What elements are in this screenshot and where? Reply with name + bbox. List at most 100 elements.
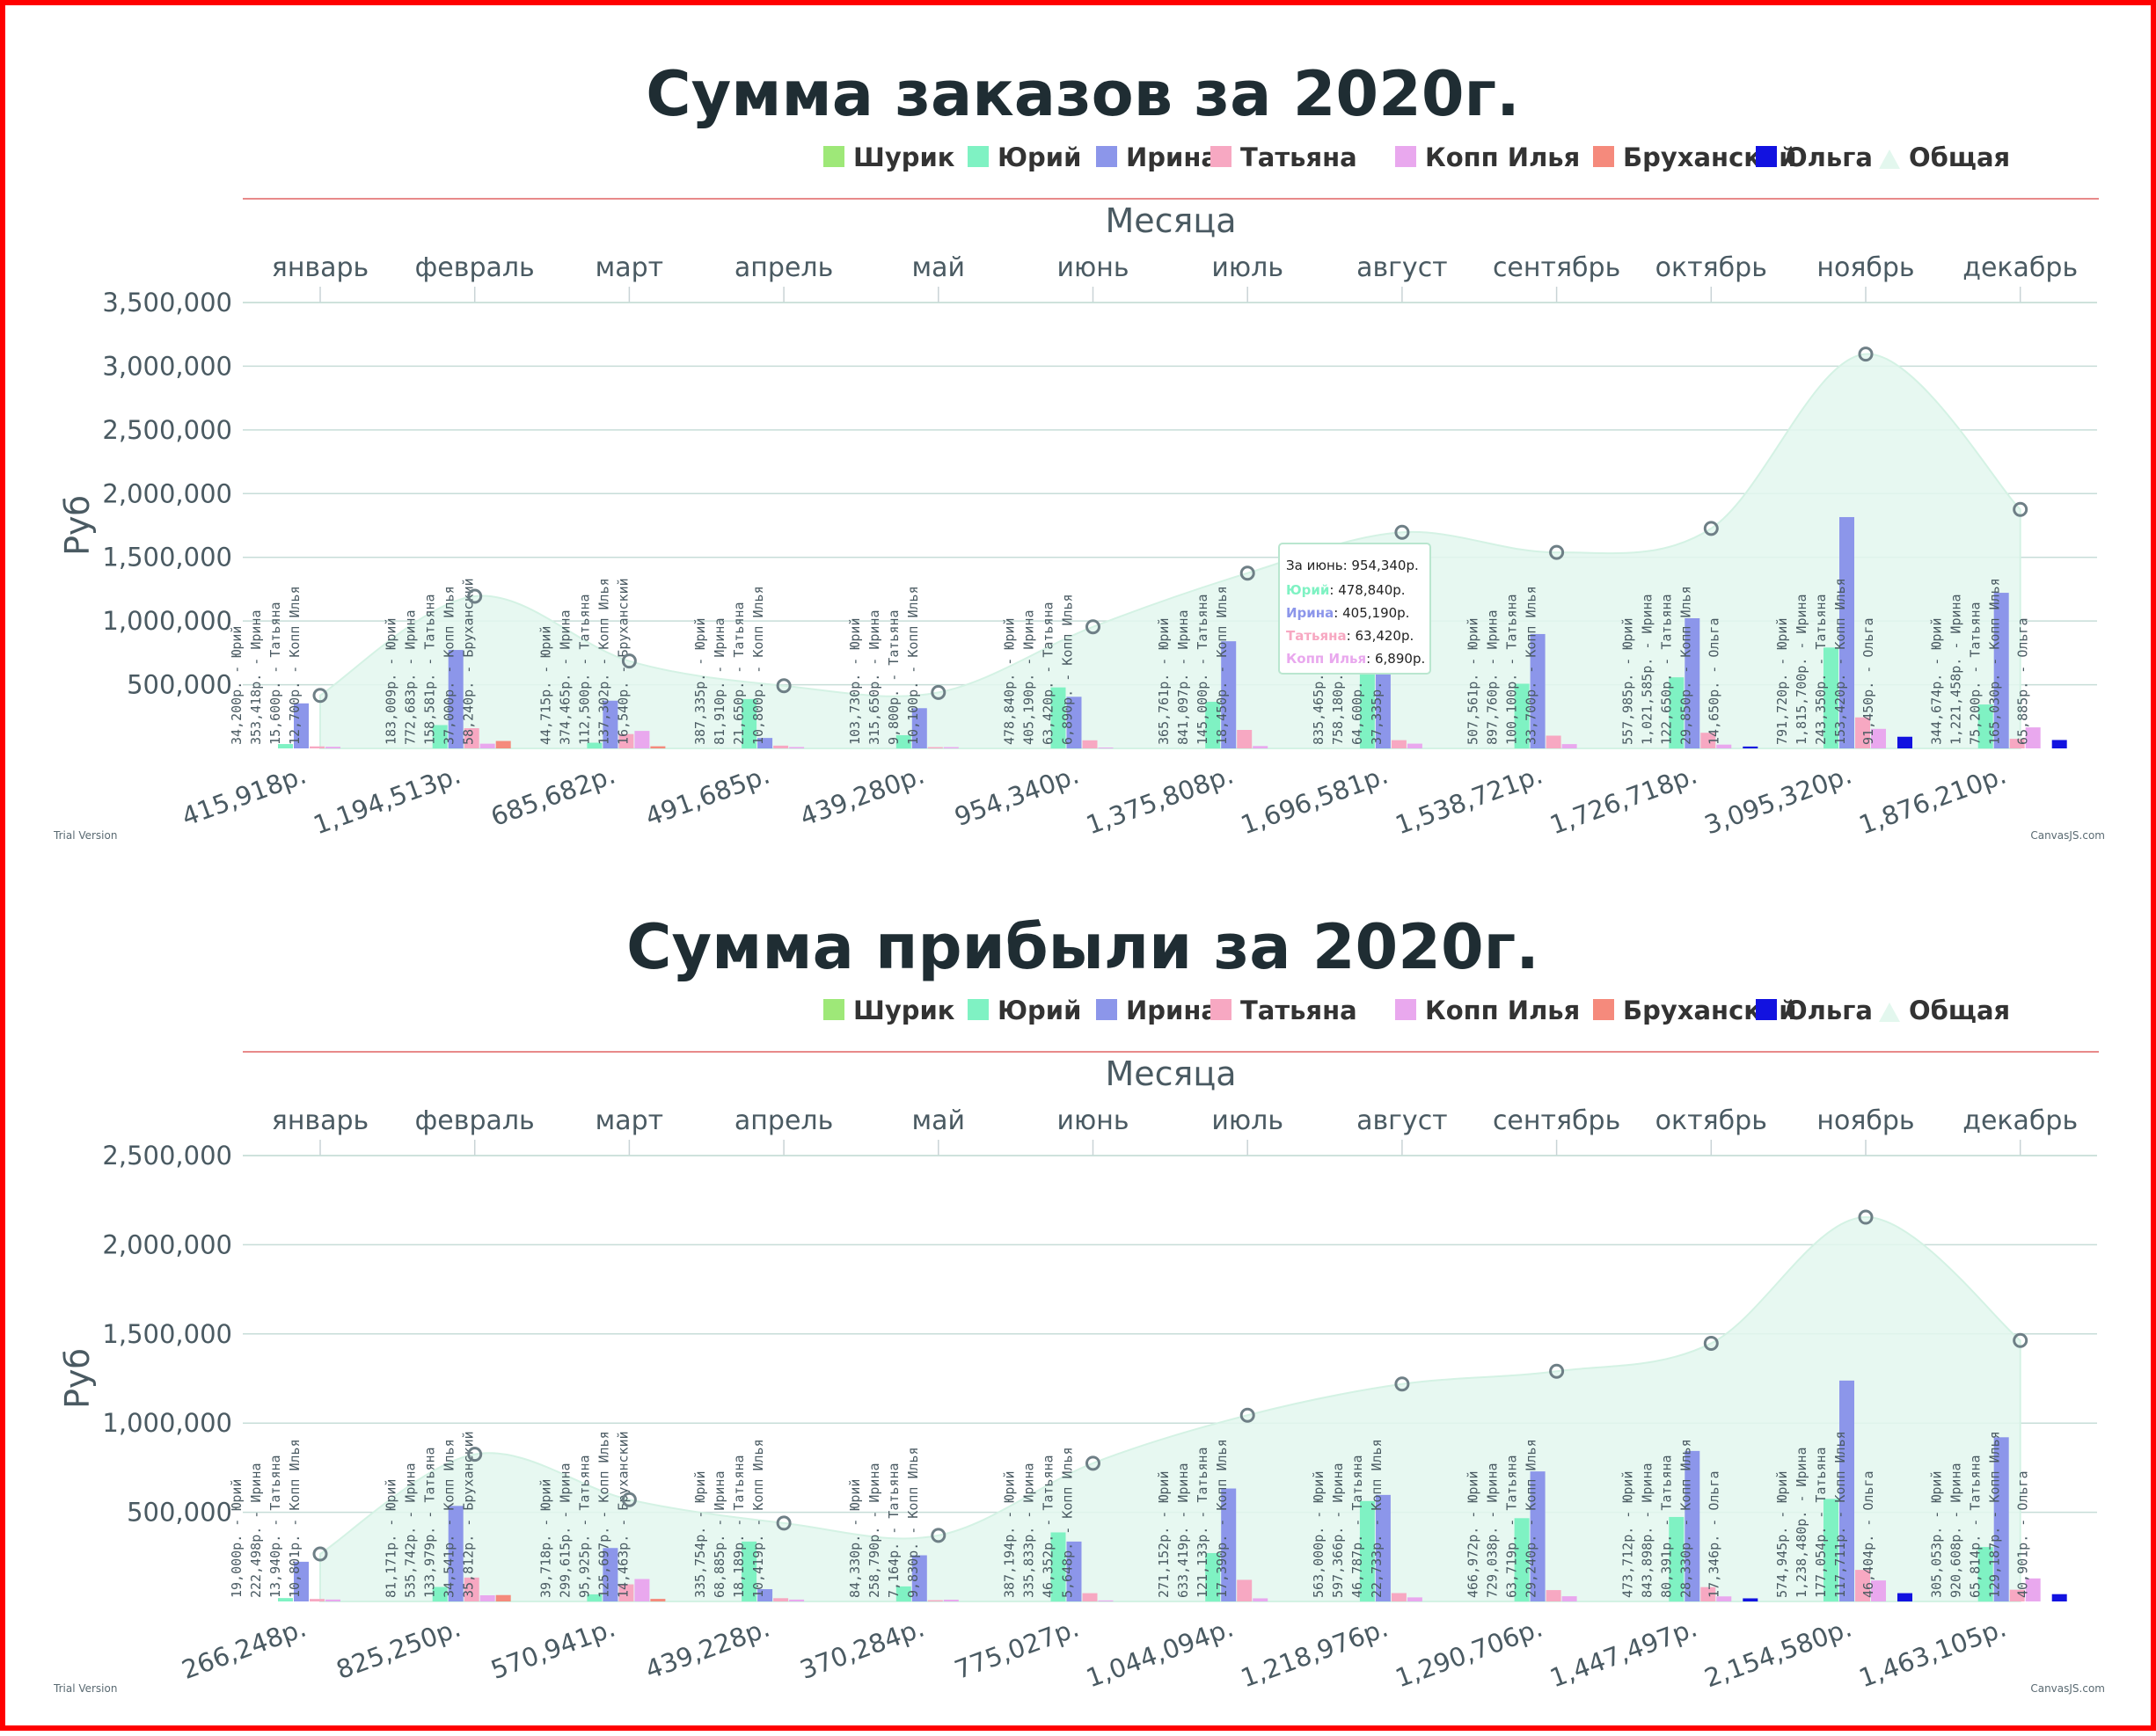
legend-label: Копп Илья bbox=[1425, 142, 1580, 172]
y-tick-label: 500,000 bbox=[127, 670, 232, 700]
bar-Ирина bbox=[1375, 652, 1391, 748]
bar-data-label: 841,097р. - Ирина bbox=[1175, 609, 1191, 745]
charts-canvas: Сумма заказов за 2020г. Шурик Юрий Ирина Тат… bbox=[53, 58, 2105, 1695]
total-label: 3,095,320р. bbox=[1700, 760, 1855, 841]
month-label: сентябрь bbox=[1493, 252, 1620, 283]
bar-Копп Илья bbox=[789, 747, 805, 748]
legend-label: Юрий bbox=[998, 142, 1081, 172]
bar-data-label: 17,346р. - Ольга bbox=[1706, 1471, 1721, 1599]
bar-Копп Илья bbox=[1407, 743, 1422, 748]
bar-Юрий bbox=[1359, 1500, 1375, 1601]
month-label: ноябрь bbox=[1816, 1105, 1914, 1136]
legend-item: Шурик bbox=[823, 142, 955, 172]
legend-swatch bbox=[1395, 999, 1416, 1020]
total-marker bbox=[1549, 1363, 1565, 1379]
bar-data-label: 125,697р. - Копп Илья bbox=[596, 1431, 611, 1598]
bar-data-label: 18,450р. - Копп Илья bbox=[1214, 586, 1230, 745]
bar-data-label: 1,815,700р. - Ирина bbox=[1794, 594, 1809, 745]
x-axis-title: Месяца bbox=[1105, 201, 1236, 240]
bar-data-label: 65,814р. - Татьяна bbox=[1968, 1455, 1984, 1598]
bar-Ирина bbox=[294, 1561, 309, 1601]
bar-data-label: 10,801р. - Копп Илья bbox=[287, 1439, 303, 1598]
bar-data-label: 46,404р. - Ольга bbox=[1860, 1471, 1876, 1599]
bar-data-label: 353,418р. - Ирина bbox=[248, 609, 264, 745]
chart-1: Сумма заказов за 2020г. Шурик Юрий Ирина Тат… bbox=[53, 58, 2105, 842]
bar-Ирина bbox=[603, 1548, 618, 1601]
month-label: июнь bbox=[1056, 252, 1129, 283]
total-label: 685,682р. bbox=[487, 760, 619, 832]
legend-label: Ольга bbox=[1786, 996, 1873, 1025]
bar-Татьяна bbox=[464, 1577, 479, 1601]
month-label: июль bbox=[1211, 1105, 1283, 1136]
bar-data-label: 387,194р. - Юрий bbox=[1002, 1471, 1018, 1599]
month-label: октябрь bbox=[1655, 252, 1767, 283]
bar-data-label: 81,171р. - Юрий bbox=[384, 1479, 399, 1598]
bar-Копп Илья bbox=[1561, 744, 1577, 748]
bar-data-label: 133,979р. - Татьяна bbox=[422, 1447, 438, 1598]
bar-Бруханский bbox=[650, 1599, 666, 1601]
bar-data-label: 37,000р. - Копп Илья bbox=[442, 586, 457, 745]
bar-Копп Илья bbox=[1716, 744, 1732, 748]
tooltip-box bbox=[1278, 543, 1431, 675]
y-tick-label: 2,500,000 bbox=[102, 1141, 232, 1171]
bar-Ирина bbox=[1375, 1494, 1391, 1601]
bar-data-label: 535,742р. - Ирина bbox=[403, 1462, 419, 1598]
bar-Юрий bbox=[1514, 683, 1530, 748]
total-label: 1,044,094р. bbox=[1082, 1613, 1237, 1694]
month-label: март bbox=[596, 1105, 664, 1136]
total-area bbox=[319, 353, 2021, 749]
total-label: 2,154,580р. bbox=[1700, 1613, 1855, 1694]
total-label: 1,447,497р. bbox=[1546, 1613, 1700, 1694]
bar-Юрий bbox=[432, 725, 448, 748]
total-marker bbox=[1858, 346, 1874, 362]
total-label: 1,218,976р. bbox=[1237, 1613, 1392, 1694]
bar-Юрий bbox=[895, 1586, 911, 1601]
x-axis-title: Месяца bbox=[1105, 1054, 1236, 1093]
bar-data-label: 117,711р. - Копп Илья bbox=[1832, 1431, 1848, 1598]
bar-data-label: 17,390р. - Копп Илья bbox=[1214, 1439, 1230, 1598]
legend-swatch-area bbox=[1879, 150, 1900, 169]
bar-data-label: 405,190р. - Ирина bbox=[1021, 609, 1037, 745]
total-marker bbox=[467, 1447, 483, 1462]
tooltip-row: Юрий: 478,840р. bbox=[1286, 582, 1406, 598]
bar-data-label: 344,674р. - Юрий bbox=[1929, 618, 1945, 746]
y-tick-label: 2,000,000 bbox=[102, 478, 232, 508]
bar-Копп Илья bbox=[325, 747, 340, 748]
legend-label: Татьяна bbox=[1240, 142, 1357, 172]
tooltip-row: Копп Илья: 6,890р. bbox=[1286, 651, 1425, 667]
legend-label: Татьяна bbox=[1240, 996, 1357, 1025]
bar-data-label: 81,910р. - Ирина bbox=[712, 618, 727, 746]
bar-Копп Илья bbox=[1253, 746, 1268, 748]
legend-label: Шурик bbox=[853, 142, 955, 172]
tooltip-row: Ирина: 405,190р. bbox=[1286, 605, 1409, 621]
month-label: октябрь bbox=[1655, 1105, 1767, 1136]
bar-data-label: 335,754р. - Юрий bbox=[692, 1471, 708, 1599]
bar-Ирина bbox=[1993, 593, 2009, 748]
bar-Татьяна bbox=[618, 733, 634, 748]
total-label: 491,685р. bbox=[641, 760, 773, 832]
bar-Копп Илья bbox=[1407, 1597, 1422, 1601]
legend-swatch bbox=[823, 999, 844, 1020]
legend-swatch bbox=[1593, 146, 1614, 167]
bar-data-label: 91,450р. - Ольга bbox=[1860, 618, 1876, 746]
y-axis-title: Руб bbox=[58, 1348, 97, 1409]
total-marker bbox=[621, 653, 637, 669]
credit-note: CanvasJS.com bbox=[2030, 829, 2105, 842]
bar-data-label: 1,021,585р. - Ирина bbox=[1639, 594, 1655, 745]
month-label: май bbox=[912, 252, 966, 283]
bar-Копп Илья bbox=[1871, 728, 1886, 748]
bar-Юрий bbox=[1050, 1532, 1066, 1601]
month-label: февраль bbox=[415, 252, 535, 283]
tooltip-row-name: Копп Илья bbox=[1286, 651, 1366, 667]
bar-Татьяна bbox=[1237, 1579, 1253, 1601]
bar-data-label: 1,238,480р. - Ирина bbox=[1794, 1447, 1809, 1598]
bar-data-label: 791,720р. - Юрий bbox=[1774, 618, 1790, 746]
y-tick-label: 2,500,000 bbox=[102, 415, 232, 445]
total-marker bbox=[1703, 521, 1719, 536]
month-label: июнь bbox=[1056, 1105, 1129, 1136]
y-tick-label: 3,000,000 bbox=[102, 351, 232, 381]
tooltip-row: Татьяна: 63,420р. bbox=[1286, 628, 1414, 644]
month-label: январь bbox=[272, 1105, 369, 1136]
legend-label: Шурик bbox=[853, 996, 955, 1025]
total-marker bbox=[1549, 544, 1565, 560]
